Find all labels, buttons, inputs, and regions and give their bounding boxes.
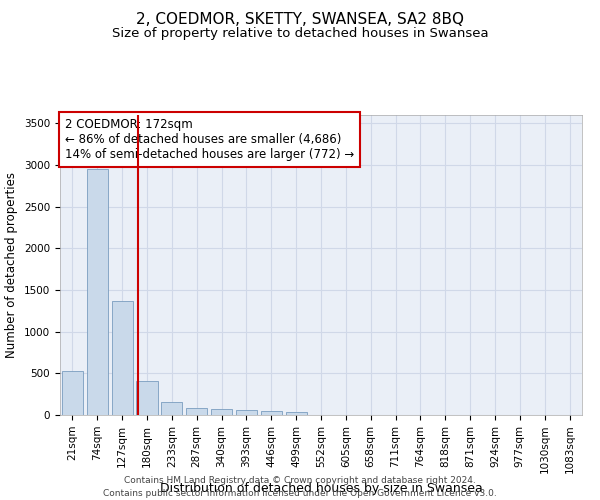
Bar — [136, 381, 158, 415]
Bar — [286, 412, 307, 415]
Bar — [211, 409, 232, 415]
Bar — [261, 411, 282, 415]
Bar — [186, 408, 207, 415]
Text: 2 COEDMOR: 172sqm
← 86% of detached houses are smaller (4,686)
14% of semi-detac: 2 COEDMOR: 172sqm ← 86% of detached hous… — [65, 118, 355, 161]
Bar — [161, 402, 182, 415]
Text: 2, COEDMOR, SKETTY, SWANSEA, SA2 8BQ: 2, COEDMOR, SKETTY, SWANSEA, SA2 8BQ — [136, 12, 464, 28]
Bar — [87, 169, 108, 415]
X-axis label: Distribution of detached houses by size in Swansea: Distribution of detached houses by size … — [160, 482, 482, 494]
Y-axis label: Number of detached properties: Number of detached properties — [5, 172, 19, 358]
Text: Contains HM Land Registry data © Crown copyright and database right 2024.
Contai: Contains HM Land Registry data © Crown c… — [103, 476, 497, 498]
Bar — [112, 301, 133, 415]
Bar — [62, 371, 83, 415]
Text: Size of property relative to detached houses in Swansea: Size of property relative to detached ho… — [112, 28, 488, 40]
Bar — [236, 410, 257, 415]
